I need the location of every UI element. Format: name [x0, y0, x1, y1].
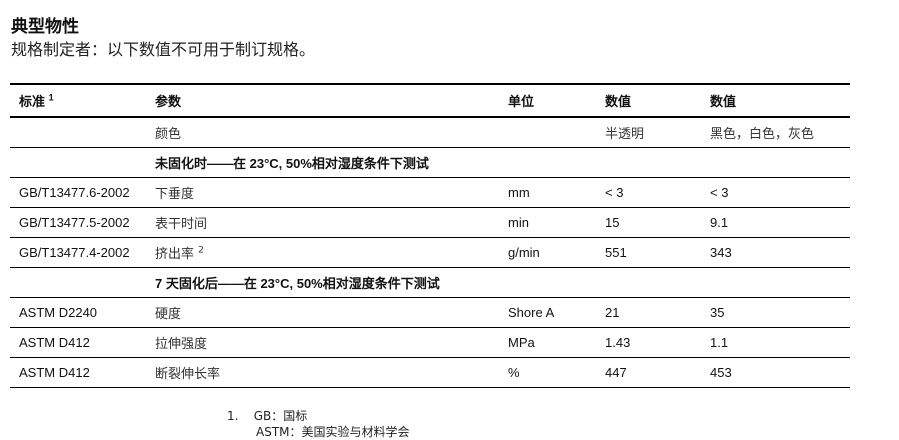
- section-row: 7 天固化后——在 23°C, 50%相对湿度条件下测试: [10, 267, 850, 298]
- header-value-2: 数值: [710, 83, 850, 118]
- table-row: GB/T13477.5-2002 表干时间 min 15 9.1: [10, 207, 850, 238]
- properties-table: 标准 1 参数 单位 数值 数值 颜色 半透明 黑色，白色，灰色 未固化时——在 2…: [10, 83, 850, 388]
- table-row: 颜色 半透明 黑色，白色，灰色: [10, 117, 850, 148]
- table-header: 标准 1 参数 单位 数值 数值: [10, 83, 850, 118]
- header-parameter: 参数: [155, 83, 508, 118]
- page-title: 典型物性: [11, 17, 79, 37]
- subtitle: 规格制定者：以下数值不可用于制订规格。: [11, 40, 316, 59]
- table-row: GB/T13477.6-2002 下垂度 mm < 3 < 3: [10, 177, 850, 208]
- header-value-1: 数值: [605, 83, 710, 118]
- header-unit: 单位: [508, 83, 605, 118]
- section-row: 未固化时——在 23°C, 50%相对湿度条件下测试: [10, 147, 850, 178]
- table-row: ASTM D412 拉伸强度 MPa 1.43 1.1: [10, 327, 850, 358]
- header-standard: 标准 1: [10, 83, 155, 118]
- table-row: ASTM D2240 硬度 Shore A 21 35: [10, 297, 850, 328]
- table-row: ASTM D412 断裂伸长率% 447 453: [10, 357, 850, 388]
- footnote-1: 1. GB：国标: [227, 409, 308, 423]
- footnote-2: ASTM：美国实验与材料学会: [256, 425, 410, 439]
- table-row: GB/T13477.4-2002 挤出率 2 g/min 551 343: [10, 237, 850, 268]
